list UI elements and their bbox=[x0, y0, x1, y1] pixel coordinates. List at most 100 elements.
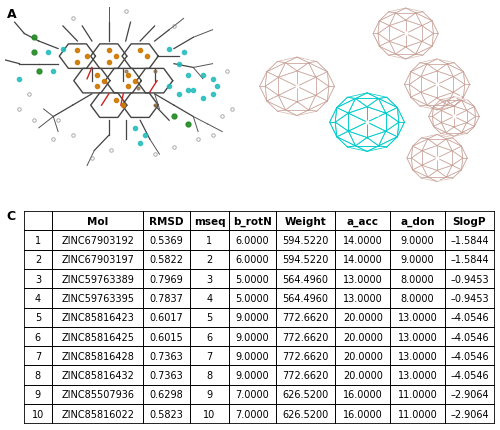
Text: Mol: Mol bbox=[87, 216, 108, 226]
Text: 7.0000: 7.0000 bbox=[236, 390, 269, 399]
Text: 13.0000: 13.0000 bbox=[398, 313, 437, 322]
Text: 3: 3 bbox=[35, 274, 41, 284]
Text: ZINC59763389: ZINC59763389 bbox=[62, 274, 134, 284]
Text: 8: 8 bbox=[206, 370, 212, 380]
Text: 594.5220: 594.5220 bbox=[282, 235, 329, 245]
Text: 8.0000: 8.0000 bbox=[400, 293, 434, 303]
Text: 9.0000: 9.0000 bbox=[236, 332, 269, 342]
Text: 0.7969: 0.7969 bbox=[150, 274, 184, 284]
Text: 14.0000: 14.0000 bbox=[343, 235, 382, 245]
Text: SlogP: SlogP bbox=[452, 216, 486, 226]
Text: 564.4960: 564.4960 bbox=[282, 293, 329, 303]
Text: 772.6620: 772.6620 bbox=[282, 313, 329, 322]
Text: 13.0000: 13.0000 bbox=[398, 351, 437, 361]
Text: 772.6620: 772.6620 bbox=[282, 332, 329, 342]
Text: 564.4960: 564.4960 bbox=[282, 274, 329, 284]
Text: 20.0000: 20.0000 bbox=[343, 313, 382, 322]
Text: 16.0000: 16.0000 bbox=[343, 409, 382, 419]
Text: F4 Don & Acc: F4 Don & Acc bbox=[454, 95, 500, 101]
Text: F6acc: F6acc bbox=[360, 111, 380, 117]
Text: –4.0546: –4.0546 bbox=[450, 351, 488, 361]
Text: 11.0000: 11.0000 bbox=[398, 390, 437, 399]
Text: 16.0000: 16.0000 bbox=[343, 390, 382, 399]
Text: 0.5369: 0.5369 bbox=[150, 235, 184, 245]
Text: C: C bbox=[6, 209, 15, 222]
Text: mseq: mseq bbox=[194, 216, 226, 226]
Text: 20.0000: 20.0000 bbox=[343, 332, 382, 342]
Text: 9: 9 bbox=[206, 390, 212, 399]
Text: 0.7363: 0.7363 bbox=[150, 351, 184, 361]
Text: –2.9064: –2.9064 bbox=[450, 390, 488, 399]
Text: 8.0000: 8.0000 bbox=[400, 274, 434, 284]
Text: 3: 3 bbox=[206, 274, 212, 284]
Text: Weight: Weight bbox=[284, 216, 327, 226]
Text: a_don: a_don bbox=[400, 216, 434, 226]
Text: F2 Don & Acc: F2 Don & Acc bbox=[430, 8, 477, 14]
Text: 6.0000: 6.0000 bbox=[236, 255, 269, 264]
Text: 626.5200: 626.5200 bbox=[282, 409, 329, 419]
Text: –0.9453: –0.9453 bbox=[450, 274, 488, 284]
Text: 9.0000: 9.0000 bbox=[236, 370, 269, 380]
Text: 9.0000: 9.0000 bbox=[236, 313, 269, 322]
Text: 5.0000: 5.0000 bbox=[236, 274, 269, 284]
Text: a_acc: a_acc bbox=[347, 216, 379, 226]
Text: ZINC85507936: ZINC85507936 bbox=[61, 390, 134, 399]
Text: 772.6620: 772.6620 bbox=[282, 351, 329, 361]
Text: 5: 5 bbox=[35, 313, 41, 322]
Text: 20.0000: 20.0000 bbox=[343, 370, 382, 380]
Text: 2: 2 bbox=[35, 255, 41, 264]
Text: 0.6015: 0.6015 bbox=[150, 332, 184, 342]
Text: A: A bbox=[8, 8, 17, 21]
Text: ZINC67903197: ZINC67903197 bbox=[62, 255, 134, 264]
Text: –4.0546: –4.0546 bbox=[450, 370, 488, 380]
Text: ZINC85816423: ZINC85816423 bbox=[62, 313, 134, 322]
Text: 4: 4 bbox=[206, 293, 212, 303]
Text: F5 Don & Acc: F5 Don & Acc bbox=[437, 179, 484, 185]
Text: 6.0000: 6.0000 bbox=[236, 235, 269, 245]
Text: 6: 6 bbox=[206, 332, 212, 342]
Text: F3 Don & Acc: F3 Don & Acc bbox=[437, 55, 484, 61]
Text: 13.0000: 13.0000 bbox=[343, 293, 382, 303]
Text: 13.0000: 13.0000 bbox=[398, 332, 437, 342]
Text: b_rotN: b_rotN bbox=[233, 216, 272, 226]
Text: 2: 2 bbox=[206, 255, 212, 264]
Text: 13.0000: 13.0000 bbox=[398, 370, 437, 380]
Text: 626.5200: 626.5200 bbox=[282, 390, 329, 399]
Text: B: B bbox=[261, 10, 270, 23]
Text: 1: 1 bbox=[35, 235, 41, 245]
Text: 4: 4 bbox=[35, 293, 41, 303]
Text: ZINC85816425: ZINC85816425 bbox=[61, 332, 134, 342]
Text: 9.0000: 9.0000 bbox=[400, 235, 434, 245]
Text: 594.5220: 594.5220 bbox=[282, 255, 329, 264]
Text: –1.5844: –1.5844 bbox=[450, 255, 488, 264]
Text: 7.0000: 7.0000 bbox=[236, 409, 269, 419]
Text: RMSD: RMSD bbox=[150, 216, 184, 226]
Text: 11.0000: 11.0000 bbox=[398, 409, 437, 419]
Text: 0.6017: 0.6017 bbox=[150, 313, 184, 322]
Text: 6: 6 bbox=[35, 332, 41, 342]
Text: 0.5823: 0.5823 bbox=[150, 409, 184, 419]
Text: 0.5822: 0.5822 bbox=[150, 255, 184, 264]
Text: 8: 8 bbox=[35, 370, 41, 380]
Text: 5: 5 bbox=[206, 313, 212, 322]
Text: 0.6298: 0.6298 bbox=[150, 390, 184, 399]
Text: 9.0000: 9.0000 bbox=[400, 255, 434, 264]
Text: –4.0546: –4.0546 bbox=[450, 313, 488, 322]
Text: 5.0000: 5.0000 bbox=[236, 293, 269, 303]
Text: 772.6620: 772.6620 bbox=[282, 370, 329, 380]
Text: –4.0546: –4.0546 bbox=[450, 332, 488, 342]
Text: 14.0000: 14.0000 bbox=[343, 255, 382, 264]
Text: F1 Don & Acc: F1 Don & Acc bbox=[304, 55, 352, 61]
Text: 0.7837: 0.7837 bbox=[150, 293, 184, 303]
Text: 10: 10 bbox=[204, 409, 216, 419]
Text: ZINC59763395: ZINC59763395 bbox=[61, 293, 134, 303]
Text: 20.0000: 20.0000 bbox=[343, 351, 382, 361]
Text: 9: 9 bbox=[35, 390, 41, 399]
Text: 10: 10 bbox=[32, 409, 44, 419]
Text: –0.9453: –0.9453 bbox=[450, 293, 488, 303]
Text: 7: 7 bbox=[206, 351, 212, 361]
Text: 1: 1 bbox=[206, 235, 212, 245]
Text: –2.9064: –2.9064 bbox=[450, 409, 488, 419]
Text: 0.7363: 0.7363 bbox=[150, 370, 184, 380]
Text: 13.0000: 13.0000 bbox=[343, 274, 382, 284]
